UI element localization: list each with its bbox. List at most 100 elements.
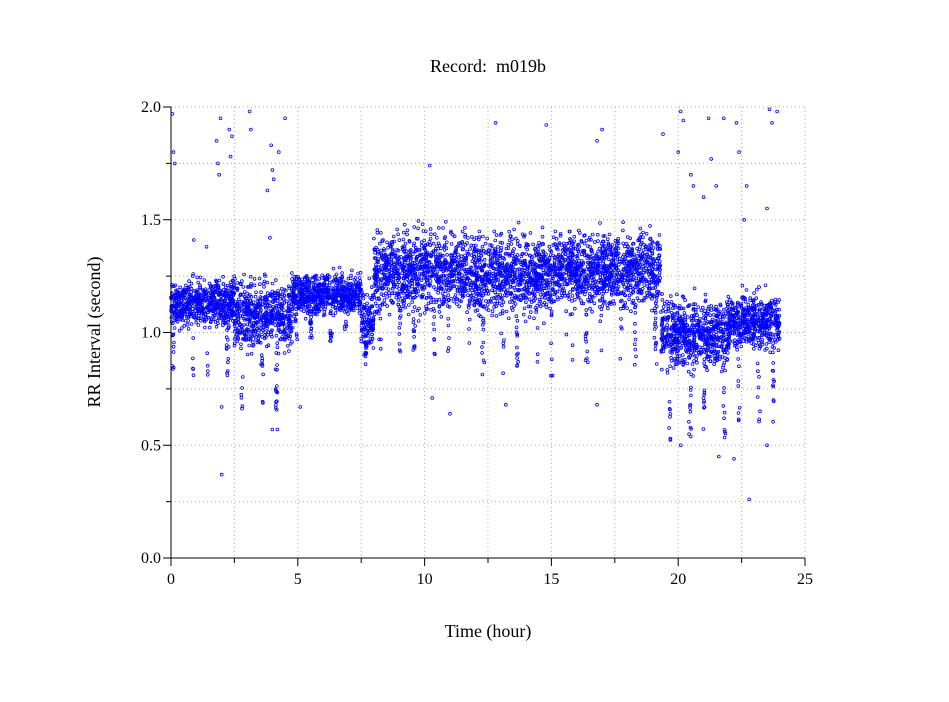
data-point	[571, 281, 574, 284]
data-point	[429, 280, 432, 283]
data-point	[411, 285, 414, 288]
data-point	[591, 310, 594, 313]
data-point	[573, 235, 576, 238]
data-point	[633, 363, 636, 366]
data-point	[565, 333, 568, 336]
data-point	[599, 320, 602, 323]
data-point	[643, 284, 646, 287]
data-point	[445, 247, 448, 250]
data-point	[460, 255, 463, 258]
data-point	[587, 265, 590, 268]
data-point	[445, 286, 448, 289]
data-point	[537, 244, 540, 247]
data-point	[338, 266, 341, 269]
data-point	[341, 272, 344, 275]
data-point	[379, 347, 382, 350]
data-point	[596, 233, 599, 236]
data-point	[597, 240, 600, 243]
data-point	[468, 342, 471, 345]
data-point	[436, 270, 439, 273]
data-point	[334, 312, 337, 315]
data-point	[240, 347, 243, 350]
data-point	[380, 249, 383, 252]
data-point	[607, 307, 610, 310]
data-point	[416, 309, 419, 312]
data-point	[357, 272, 360, 275]
data-point	[187, 328, 190, 331]
data-point	[360, 340, 363, 343]
data-point	[412, 310, 415, 313]
data-point	[585, 239, 588, 242]
data-point	[456, 303, 459, 306]
data-point	[601, 296, 604, 299]
data-point	[226, 338, 229, 341]
data-point	[412, 318, 415, 321]
data-point	[624, 245, 627, 248]
data-point	[445, 241, 448, 244]
data-point	[606, 290, 609, 293]
data-point	[417, 320, 420, 323]
data-point	[356, 307, 359, 310]
data-point	[507, 317, 510, 320]
data-point	[242, 286, 245, 289]
data-point	[491, 310, 494, 313]
data-point	[502, 342, 505, 345]
data-point	[541, 235, 544, 238]
data-point	[207, 370, 210, 373]
data-point	[420, 279, 423, 282]
data-point	[251, 341, 254, 344]
data-point	[482, 328, 485, 331]
data-point	[376, 229, 379, 232]
data-point	[203, 279, 206, 282]
data-point	[304, 317, 307, 320]
data-point	[397, 299, 400, 302]
data-point	[482, 341, 485, 344]
data-point	[332, 267, 335, 270]
data-point	[580, 253, 583, 256]
data-point	[569, 291, 572, 294]
data-point	[608, 233, 611, 236]
data-point	[461, 274, 464, 277]
data-point	[654, 317, 657, 320]
data-point	[481, 373, 484, 376]
data-point	[515, 315, 518, 318]
data-point	[253, 284, 256, 287]
data-point	[559, 234, 562, 237]
data-point	[310, 316, 313, 319]
data-point	[190, 287, 193, 290]
data-point	[607, 258, 610, 261]
data-point	[275, 385, 278, 388]
data-point	[628, 294, 631, 297]
data-point	[240, 393, 243, 396]
data-point	[366, 293, 369, 296]
data-point	[375, 263, 378, 266]
data-point	[516, 357, 519, 360]
data-point	[634, 348, 637, 351]
data-points	[170, 108, 781, 501]
data-point	[419, 313, 422, 316]
data-point	[241, 387, 244, 390]
data-point	[536, 304, 539, 307]
data-point	[243, 273, 246, 276]
data-point	[376, 231, 379, 234]
data-point	[651, 309, 654, 312]
data-point	[412, 321, 415, 324]
data-point	[440, 315, 443, 318]
data-point	[195, 321, 198, 324]
data-point	[565, 310, 568, 313]
data-point	[172, 351, 175, 354]
data-point	[615, 244, 618, 247]
data-point	[290, 272, 293, 275]
data-point	[417, 220, 420, 223]
data-point	[266, 281, 269, 284]
data-point	[377, 252, 380, 255]
data-point	[186, 323, 189, 326]
data-point	[606, 304, 609, 307]
data-point	[573, 298, 576, 301]
data-point	[411, 301, 414, 304]
data-point	[347, 313, 350, 316]
data-point	[190, 323, 193, 326]
data-point	[634, 322, 637, 325]
data-point	[450, 243, 453, 246]
data-point	[642, 231, 645, 234]
